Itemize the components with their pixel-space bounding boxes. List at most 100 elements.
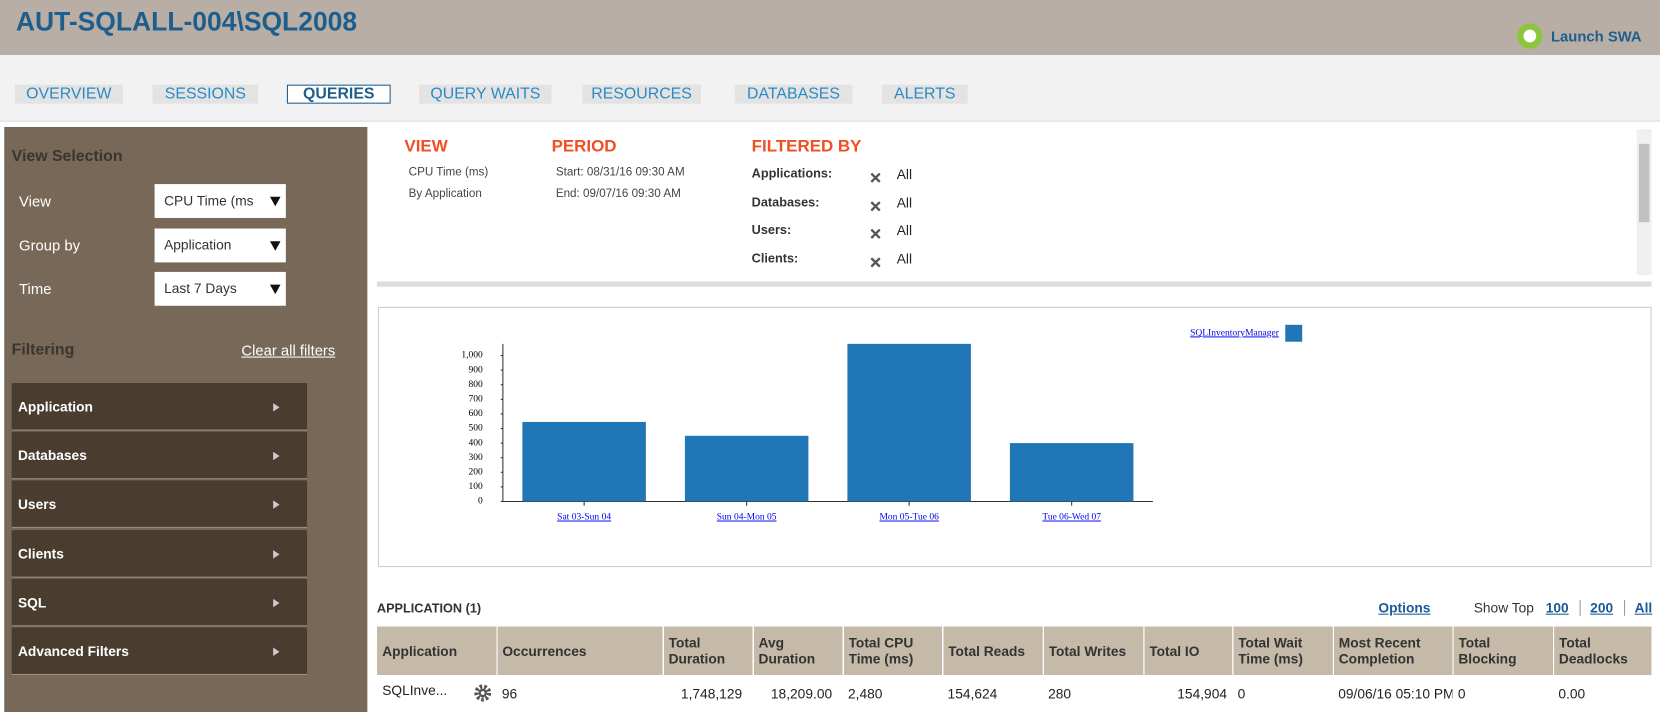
y-tick-label: 900 <box>468 365 483 375</box>
column-header-text: Total Duration (ms) <box>668 634 726 667</box>
view-line: CPU Time (ms) <box>408 166 489 179</box>
column-header[interactable]: Total Duration (ms) <box>662 626 754 676</box>
remove-filter[interactable] <box>870 197 881 211</box>
table-title: APPLICATION (1) <box>376 600 482 616</box>
column-header[interactable]: Total IO <box>1143 626 1233 676</box>
dropdown[interactable]: Application <box>154 227 286 262</box>
column-header[interactable]: Avg Duration (ms) <box>752 626 844 676</box>
filter-item[interactable]: Users <box>11 480 308 529</box>
options-link[interactable]: Options <box>1378 599 1431 616</box>
column-header-text: Avg Duration (ms) <box>758 634 816 667</box>
legend-swatch <box>1285 324 1303 342</box>
period-line: Start: 08/31/16 09:30 AM <box>555 166 685 179</box>
remove-filter[interactable] <box>870 169 881 183</box>
y-tick-label: 200 <box>468 467 483 477</box>
remove-filter[interactable] <box>870 253 881 267</box>
tab[interactable]: OVERVIEW <box>14 84 123 104</box>
tab[interactable]: ALERTS <box>881 84 968 104</box>
y-tick-label: 1,000 <box>461 351 483 361</box>
column-header[interactable]: Occurrences <box>496 626 664 676</box>
y-tick-label: 800 <box>468 380 483 390</box>
column-header-text: Occurrences <box>502 642 587 659</box>
table-cell: 09/06/16 05:10 PM <box>1333 675 1453 712</box>
table-cell: 0 <box>1453 675 1554 712</box>
column-header[interactable]: Total Blocking Time (ms) <box>1452 626 1554 676</box>
column-header-text: Total IO <box>1149 642 1200 659</box>
filter-item[interactable]: Advanced Filters <box>11 627 308 676</box>
filter-value: All <box>896 166 913 182</box>
column-header-text: Total Writes <box>1048 642 1127 659</box>
dropdown[interactable]: Last 7 Days <box>154 271 286 306</box>
chart: 0 100 200 300 400 500 600 700 800 900 1,000 Sat 03-… <box>461 324 1303 523</box>
top-choice[interactable]: 200 <box>1590 599 1614 616</box>
swa-icon <box>1517 23 1543 49</box>
filter-item[interactable]: Application <box>11 382 308 431</box>
column-header[interactable]: Total CPU Time (ms) <box>842 626 943 676</box>
launch-swa[interactable]: Launch SWA <box>1550 27 1642 45</box>
filter-label: Users: <box>751 222 792 237</box>
filter-item[interactable]: Databases <box>11 431 308 480</box>
cell-text: 154,904 <box>1177 685 1228 702</box>
table-cell: 2,480 <box>843 675 943 712</box>
x-tick-label[interactable]: Mon 05-Tue 06 <box>879 513 939 523</box>
tab[interactable]: SESSIONS <box>152 84 259 104</box>
column-header[interactable]: Total Deadlocks <box>1553 626 1653 676</box>
column-header-text: Most Recent Completion <box>1338 634 1421 667</box>
bar <box>1009 443 1134 502</box>
divider <box>376 281 1652 287</box>
table-cell: 96 <box>497 675 663 712</box>
x-tick-label[interactable]: Tue 06-Wed 07 <box>1042 513 1101 523</box>
cell-text: 0 <box>1237 685 1246 702</box>
filter-item[interactable]: Clients <box>11 529 308 578</box>
top-choice[interactable]: All <box>1634 599 1653 616</box>
y-tick-label: 600 <box>468 409 483 419</box>
separator <box>1624 599 1626 616</box>
cell-text: SQLInve... <box>382 682 448 699</box>
view-heading: VIEW <box>404 137 448 156</box>
column-header[interactable]: Total Wait Time (ms) <box>1232 626 1334 676</box>
control-label: Time <box>19 280 52 298</box>
filter-item[interactable]: SQL <box>11 578 308 627</box>
x-tick-label[interactable]: Sun 04-Mon 05 <box>717 513 777 523</box>
remove-filter[interactable] <box>870 225 881 239</box>
cell-text: 09/06/16 05:10 PM <box>1338 685 1453 702</box>
tab[interactable]: DATABASES <box>734 84 853 104</box>
column-header-text: Total Blocking Time (ms) <box>1458 634 1517 667</box>
dropdown[interactable]: CPU Time (ms <box>154 184 286 218</box>
column-header[interactable]: Total Reads <box>942 626 1044 676</box>
y-tick-label: 500 <box>468 424 483 434</box>
cell-text: 0 <box>1457 685 1466 702</box>
period-line: End: 09/07/16 09:30 AM <box>555 187 681 200</box>
table-cell: 1,748,129 <box>663 675 753 712</box>
cell-text: 96 <box>501 685 518 702</box>
x-tick-label[interactable]: Sat 03-Sun 04 <box>557 513 611 523</box>
column-header-text: Total Wait Time (ms) <box>1238 634 1303 667</box>
tab[interactable]: RESOURCES <box>582 84 701 104</box>
section-heading: View Selection <box>11 147 123 166</box>
bar <box>684 435 809 502</box>
column-header[interactable]: Application <box>376 626 498 676</box>
column-header[interactable]: Most Recent Completion <box>1332 626 1454 676</box>
y-tick-label: 300 <box>468 453 483 463</box>
filter-value: All <box>896 194 913 211</box>
cell-text: 0.00 <box>1558 685 1586 702</box>
header-bar <box>0 0 1660 56</box>
clear-filters[interactable]: Clear all filters <box>241 341 336 359</box>
gear-icon[interactable] <box>474 684 492 705</box>
tab[interactable]: QUERY WAITS <box>419 84 552 104</box>
period-heading: PERIOD <box>551 137 617 156</box>
control-label: Group by <box>19 236 81 254</box>
scrollbar[interactable] <box>1636 129 1652 276</box>
table-cell: 154,624 <box>942 675 1043 712</box>
tab[interactable]: QUERIES <box>286 84 391 104</box>
table-row[interactable]: SQLInve... 96 1,748,129 18,209.00 2,480 154,6… <box>377 675 1652 712</box>
legend-label[interactable]: SQLInventoryManager <box>1190 328 1280 338</box>
column-header[interactable]: Total Writes <box>1042 626 1144 676</box>
column-header-text: Total Reads <box>948 642 1026 659</box>
top-choice[interactable]: 100 <box>1545 599 1569 616</box>
bar <box>522 421 646 502</box>
column-header-text: Total Deadlocks <box>1558 634 1628 667</box>
y-tick-label: 0 <box>478 497 483 507</box>
filter-value: All <box>896 222 913 239</box>
